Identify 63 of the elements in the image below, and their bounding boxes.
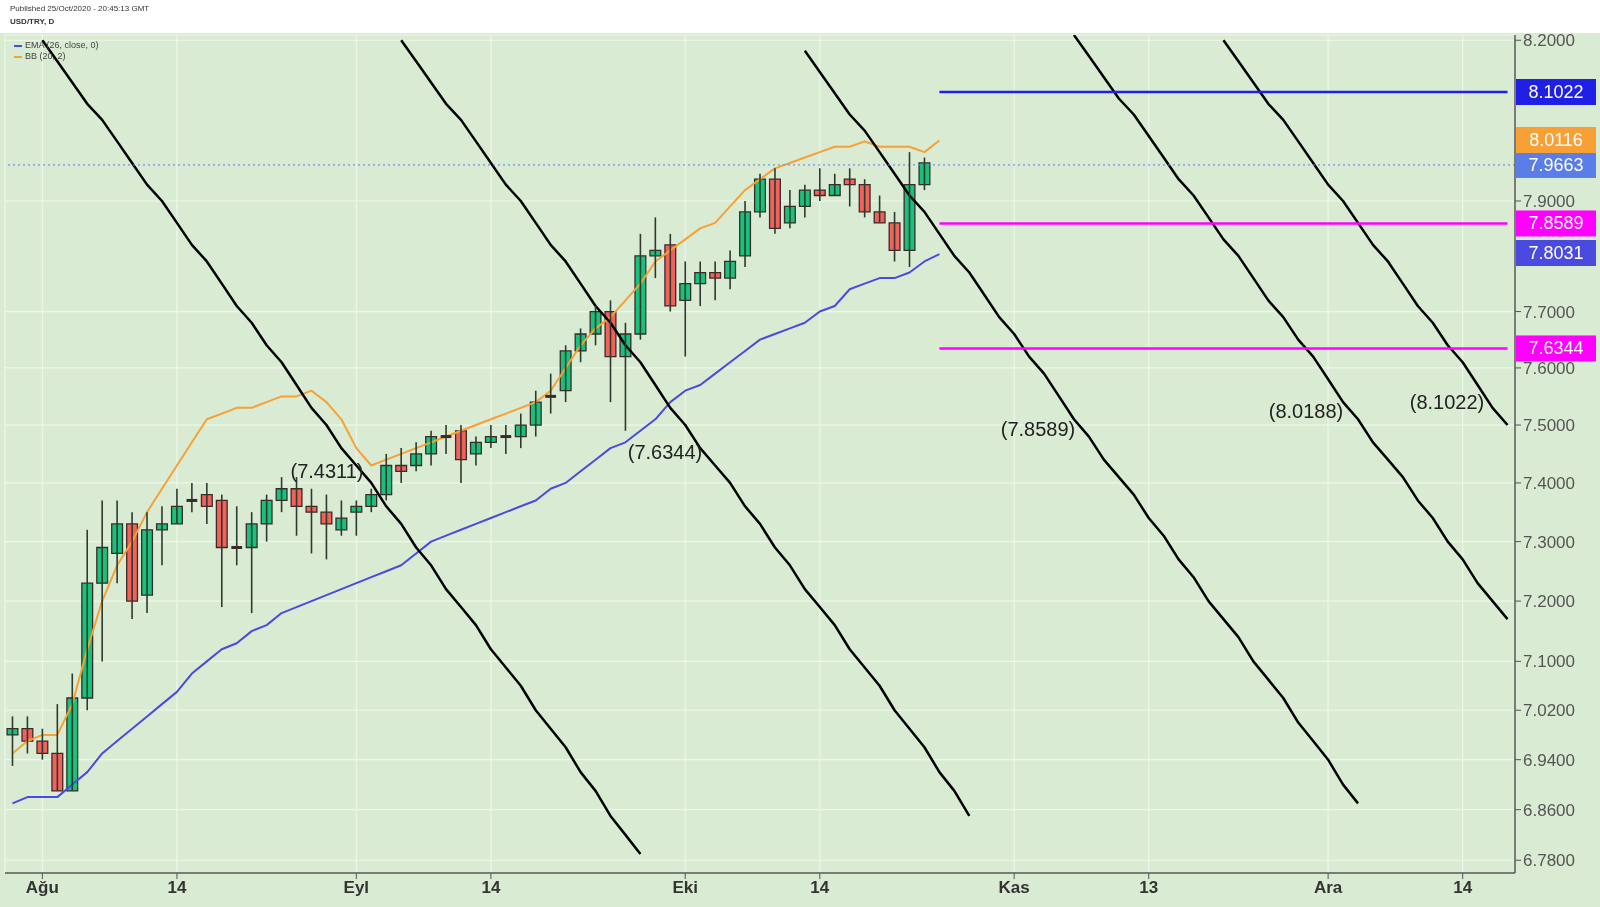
line-series <box>803 49 1360 805</box>
x-tick-label: Ağu <box>25 878 59 898</box>
annotation: (7.4311) <box>290 459 364 483</box>
y-tick-label: 7.7000 <box>1523 302 1575 322</box>
candlestick <box>649 216 662 279</box>
candlestick <box>320 493 333 561</box>
y-tick-label: 6.7800 <box>1523 851 1575 871</box>
line-series <box>11 253 941 805</box>
y-tick-label: 6.9400 <box>1523 750 1575 770</box>
candlestick <box>500 424 513 455</box>
y-tick-label: 7.5000 <box>1523 416 1575 436</box>
y-tick-label: 6.8600 <box>1523 800 1575 820</box>
x-tick-label: 14 <box>1453 878 1473 898</box>
line-series <box>11 139 941 755</box>
candlestick <box>335 499 348 537</box>
x-tick-label: 14 <box>810 878 830 898</box>
candlestick <box>888 211 901 263</box>
y-tick-label: 7.3000 <box>1523 532 1575 552</box>
line-series <box>1072 35 1509 621</box>
candlestick <box>245 511 258 614</box>
annotation: (8.1022) <box>1409 390 1485 414</box>
x-tick-label: Eyl <box>343 878 370 898</box>
legend-label: EMA (26, close, 0) <box>25 40 99 51</box>
data-label: 7.6344 <box>1528 338 1584 359</box>
x-tick-label: Eki <box>672 878 699 898</box>
x-tick-label: 13 <box>1139 878 1159 898</box>
text: 8.0116 <box>1516 127 1596 153</box>
candlestick <box>545 372 558 415</box>
y-tick-label: 7.6000 <box>1523 358 1575 378</box>
data-label: 8.1022 <box>1528 82 1584 102</box>
ref-line-label: 7.9663 <box>1528 154 1584 175</box>
x-tick-label: Ara <box>1313 878 1343 898</box>
y-tick-label: 7.1000 <box>1523 652 1575 672</box>
chart-title: USD/TRY, D <box>10 17 56 26</box>
annotation: (8.0188) <box>1268 399 1344 423</box>
x-tick-label: 14 <box>481 878 501 898</box>
y-tick-label: 7.2000 <box>1523 592 1575 612</box>
candlestick <box>260 493 273 543</box>
y-tick-label: 7.0200 <box>1523 701 1575 721</box>
candlestick <box>305 487 318 555</box>
candlestick <box>350 499 363 537</box>
y-tick-label: 8.2000 <box>1523 31 1575 51</box>
line-series <box>1222 39 1509 427</box>
text: Published 25/Oct/2020 - 20:45:13 GMT <box>10 4 150 13</box>
x-tick-label: Kas <box>998 878 1030 898</box>
y-tick-label: 7.4000 <box>1523 473 1575 493</box>
line-series <box>399 39 971 818</box>
annotation: (7.8589) <box>1000 417 1076 441</box>
candlestick <box>6 715 19 767</box>
text: 7.8031 <box>1516 240 1596 266</box>
x-tick-label: 14 <box>167 878 187 898</box>
candlestick <box>231 505 244 567</box>
candlestick <box>858 178 871 219</box>
candlestick <box>903 151 916 268</box>
candlestick <box>36 727 49 761</box>
candlestick <box>873 194 886 224</box>
data-label: 7.8589 <box>1528 213 1584 234</box>
candlestick <box>440 424 452 455</box>
y-tick-label: 7.9000 <box>1523 192 1575 212</box>
annotation: (7.6344) <box>627 440 703 464</box>
candlestick <box>51 703 64 792</box>
candlestick <box>186 482 198 513</box>
candlestick <box>275 476 288 513</box>
